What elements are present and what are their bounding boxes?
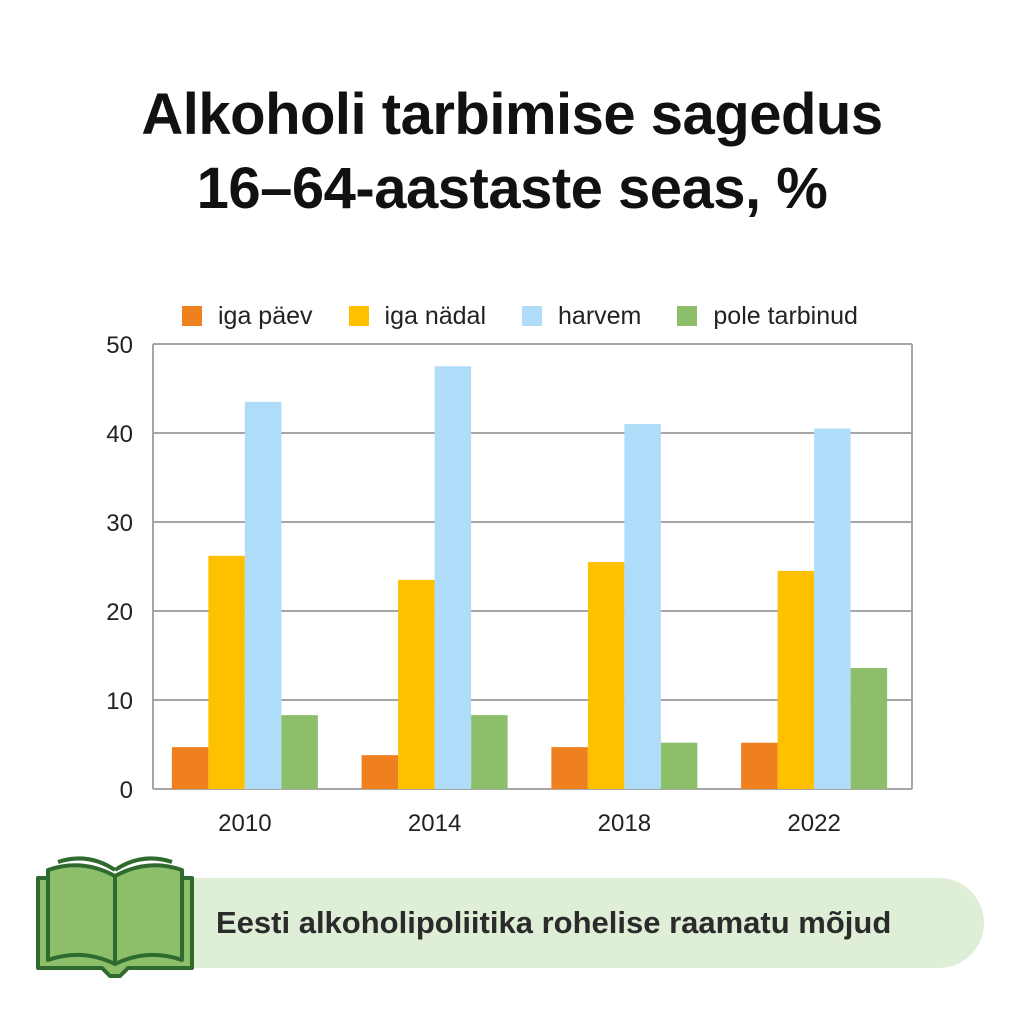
bar-harvem-2022 xyxy=(814,428,851,789)
legend-label-harvem: harvem xyxy=(558,301,642,330)
bar-harvem-2010 xyxy=(244,401,282,789)
y-tick-label: 10 xyxy=(106,688,133,715)
y-tick-label: 40 xyxy=(106,421,133,448)
axis-labels: 0 10 20 30 40 50 2010 2014 2018 2022 xyxy=(106,332,841,837)
bar-pole-tarbinud-2018 xyxy=(660,742,698,789)
legend-swatch-pole-tarbinud xyxy=(677,306,698,326)
legend-label-iga-nadal: iga nädal xyxy=(384,301,487,330)
open-book-icon xyxy=(36,856,194,978)
bar-iga-paev-2018 xyxy=(551,747,588,789)
bar-harvem-2018 xyxy=(624,424,661,789)
legend-item-harvem: harvem xyxy=(522,302,641,331)
bar-iga-nadal-2014 xyxy=(398,579,435,789)
y-tick-label: 0 xyxy=(120,777,133,804)
legend-swatch-iga-nadal xyxy=(348,306,369,326)
x-tick-label: 2010 xyxy=(218,810,271,837)
chart-title: Alkoholi tarbimise sagedus 16–64-aastast… xyxy=(0,78,1024,226)
bar-iga-paev-2014 xyxy=(361,755,399,789)
x-tick-label: 2014 xyxy=(408,810,461,837)
legend: iga päev iga nädal harvem pole tarbinud xyxy=(182,298,858,334)
bar-iga-nadal-2018 xyxy=(587,562,625,789)
y-tick-label: 20 xyxy=(106,599,133,626)
x-tick-label: 2018 xyxy=(598,810,651,837)
x-tick-label: 2022 xyxy=(787,810,840,837)
legend-item-iga-paev: iga päev xyxy=(182,302,313,331)
legend-swatch-harvem xyxy=(522,306,543,326)
bar-harvem-2014 xyxy=(434,366,472,789)
bar-pole-tarbinud-2022 xyxy=(850,667,888,789)
y-tick-label: 30 xyxy=(106,510,133,537)
bar-pole-tarbinud-2010 xyxy=(281,715,318,789)
footer-text: Eesti alkoholipoliitika rohelise raamatu… xyxy=(216,905,892,940)
bar-iga-paev-2022 xyxy=(741,742,778,789)
legend-label-pole-tarbinud: pole tarbinud xyxy=(713,301,858,330)
footer-banner xyxy=(150,878,984,968)
legend-swatch-iga-paev xyxy=(182,306,202,326)
y-tick-label: 50 xyxy=(106,332,133,359)
legend-label-iga-paev: iga päev xyxy=(218,301,313,330)
title-line-2: 16–64-aastaste seas, % xyxy=(196,156,828,221)
bar-iga-nadal-2010 xyxy=(208,555,245,789)
bar-iga-nadal-2022 xyxy=(777,570,815,789)
legend-item-iga-nadal: iga nädal xyxy=(348,301,487,331)
bar-pole-tarbinud-2014 xyxy=(471,715,508,789)
title-line-1: Alkoholi tarbimise sagedus xyxy=(141,82,883,147)
bar-iga-paev-2010 xyxy=(171,747,209,789)
legend-item-pole-tarbinud: pole tarbinud xyxy=(677,302,858,331)
bars xyxy=(171,366,888,789)
